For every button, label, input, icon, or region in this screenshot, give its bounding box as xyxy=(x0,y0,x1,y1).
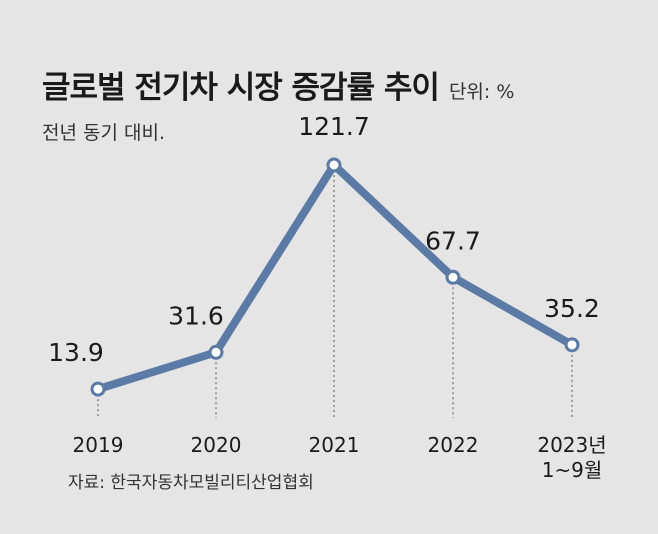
chart-title: 글로벌 전기차 시장 증감률 추이 xyxy=(42,70,440,106)
data-label-3: 67.7 xyxy=(425,226,481,255)
x-tick-label-2: 2021 xyxy=(309,433,360,457)
data-point-1 xyxy=(208,344,224,360)
series-line xyxy=(94,161,576,394)
unit-label: 단위: % xyxy=(448,81,515,103)
data-label-4: 35.2 xyxy=(544,294,600,323)
data-point-2 xyxy=(326,157,342,173)
title-row: 글로벌 전기차 시장 증감률 추이 단위: % xyxy=(42,62,514,107)
x-tick-label-4-line1: 1~9월 xyxy=(542,458,603,482)
data-point-0 xyxy=(90,381,106,397)
data-label-0: 13.9 xyxy=(48,338,104,367)
data-label-1: 31.6 xyxy=(168,301,224,330)
source-note: 자료: 한국자동차모빌리티산업협회 xyxy=(68,473,314,493)
chart-subtitle: 전년 동기 대비. xyxy=(42,122,165,144)
data-point-3 xyxy=(445,269,461,285)
data-point-4 xyxy=(564,337,580,353)
x-tick-label-3: 2022 xyxy=(428,433,479,457)
x-tick-label-0: 2019 xyxy=(73,433,124,457)
data-label-2: 121.7 xyxy=(298,112,370,141)
x-tick-label-1: 2020 xyxy=(191,433,242,457)
x-tick-label-4: 2023년 xyxy=(537,433,606,457)
